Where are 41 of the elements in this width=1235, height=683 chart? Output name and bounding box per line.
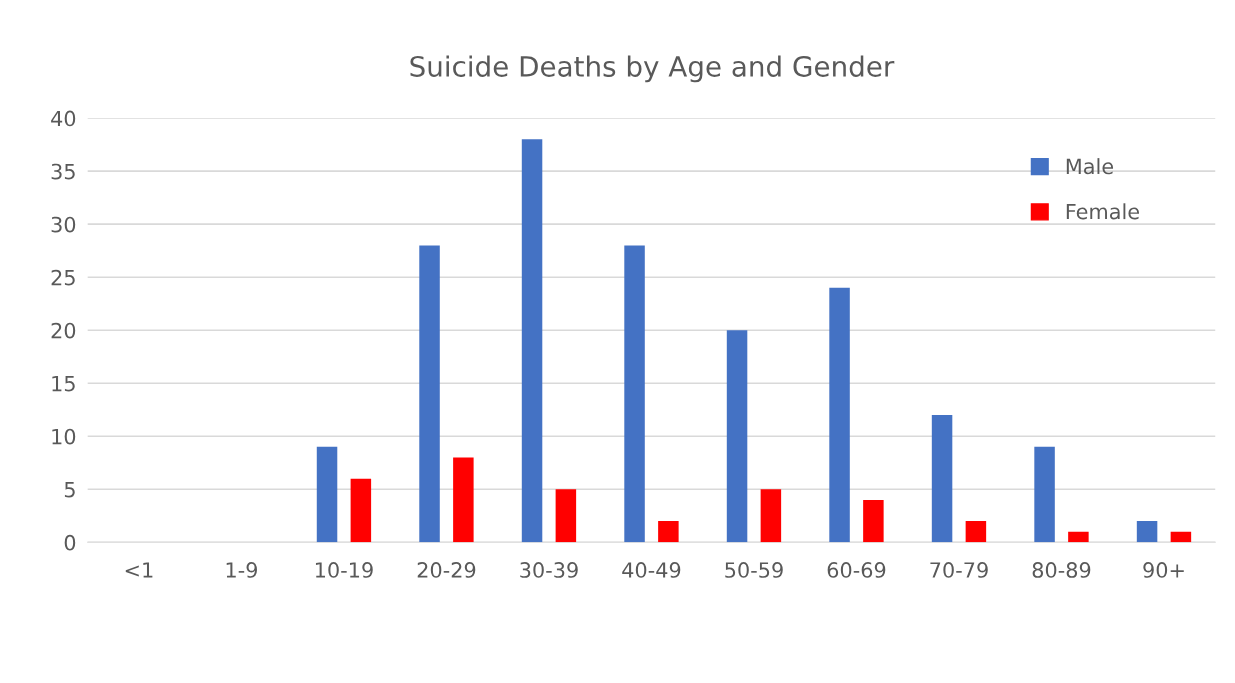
bar xyxy=(1034,446,1055,543)
bar xyxy=(555,489,577,543)
bar xyxy=(1068,531,1089,543)
x-tick-label: 70-79 xyxy=(930,562,988,578)
bar xyxy=(658,521,679,543)
x-tick-label: <1 xyxy=(125,562,153,578)
bar xyxy=(350,478,372,543)
y-tick-label: 20 xyxy=(51,322,76,339)
bar xyxy=(316,446,338,543)
y-tick-label: 25 xyxy=(51,269,75,286)
y-tick-label: 15 xyxy=(52,375,75,392)
bar xyxy=(931,415,953,543)
bar xyxy=(521,139,543,543)
legend-label: Male xyxy=(1066,158,1114,175)
x-tick-label: 60-69 xyxy=(827,562,886,578)
bar xyxy=(419,245,440,543)
x-tick-label: 80-89 xyxy=(1032,562,1091,578)
x-tick-label: 90+ xyxy=(1143,562,1184,578)
y-tick-label: 35 xyxy=(51,163,75,180)
bar xyxy=(829,287,850,543)
y-tick-label: 30 xyxy=(51,216,76,233)
bar xyxy=(624,245,645,543)
bar xyxy=(760,489,782,543)
bar xyxy=(1136,521,1158,543)
bar xyxy=(453,457,474,543)
x-tick-label: 1-9 xyxy=(226,562,257,578)
legend-label: Female xyxy=(1066,203,1139,220)
chart-title: Suicide Deaths by Age and Gender xyxy=(410,55,895,83)
x-tick-label: 10-19 xyxy=(315,562,373,578)
bar xyxy=(863,499,884,543)
y-tick-label: 10 xyxy=(52,428,76,445)
y-tick-label: 0 xyxy=(64,534,76,551)
bar xyxy=(965,521,987,543)
x-tick-label: 30-39 xyxy=(520,562,578,578)
bar xyxy=(1170,531,1192,543)
y-tick-label: 40 xyxy=(51,110,76,127)
y-tick-label: 5 xyxy=(64,482,75,498)
bar xyxy=(726,330,748,543)
x-tick-label: 20-29 xyxy=(417,562,476,578)
x-tick-label: 50-59 xyxy=(725,562,783,578)
x-tick-label: 40-49 xyxy=(622,562,681,578)
